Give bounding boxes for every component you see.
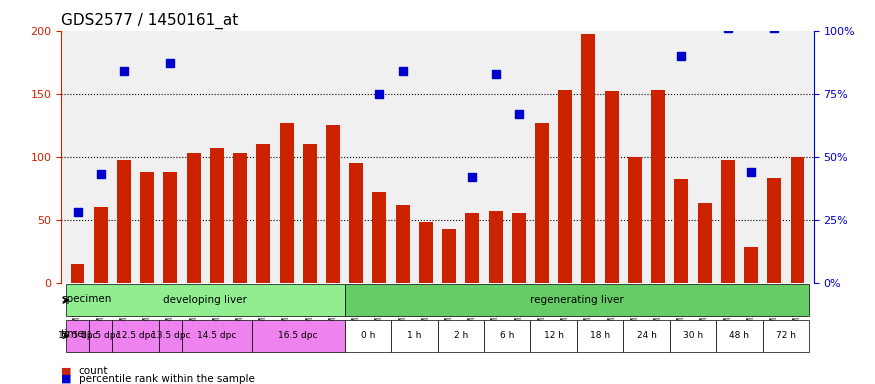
Bar xyxy=(280,123,293,283)
Bar xyxy=(582,35,595,283)
FancyBboxPatch shape xyxy=(438,320,484,351)
Bar xyxy=(466,214,480,283)
FancyBboxPatch shape xyxy=(89,320,112,351)
Bar xyxy=(605,91,619,283)
Point xyxy=(94,171,108,177)
Point xyxy=(373,91,387,97)
Bar xyxy=(373,192,387,283)
FancyBboxPatch shape xyxy=(345,320,391,351)
FancyBboxPatch shape xyxy=(484,320,530,351)
Point xyxy=(512,111,526,117)
FancyBboxPatch shape xyxy=(66,320,89,351)
FancyBboxPatch shape xyxy=(623,320,669,351)
Bar xyxy=(140,172,154,283)
Bar xyxy=(767,178,781,283)
Text: GDS2577 / 1450161_at: GDS2577 / 1450161_at xyxy=(61,13,239,29)
Text: 16.5 dpc: 16.5 dpc xyxy=(278,331,318,340)
FancyBboxPatch shape xyxy=(577,320,623,351)
Text: 10.5 dpc: 10.5 dpc xyxy=(58,331,97,340)
Bar xyxy=(396,205,410,283)
Text: 13.5 dpc: 13.5 dpc xyxy=(150,331,190,340)
Bar xyxy=(442,228,456,283)
Point xyxy=(164,60,178,66)
Point xyxy=(117,68,131,74)
Bar xyxy=(117,161,131,283)
Point xyxy=(186,13,200,19)
Point xyxy=(721,25,735,31)
Point xyxy=(419,18,433,24)
FancyBboxPatch shape xyxy=(66,285,345,316)
Text: 0 h: 0 h xyxy=(360,331,375,340)
Text: ■: ■ xyxy=(61,374,72,384)
Point xyxy=(326,2,340,8)
FancyBboxPatch shape xyxy=(112,320,158,351)
FancyBboxPatch shape xyxy=(345,285,809,316)
FancyBboxPatch shape xyxy=(530,320,577,351)
Bar xyxy=(675,179,689,283)
Text: percentile rank within the sample: percentile rank within the sample xyxy=(79,374,255,384)
Point xyxy=(488,71,502,77)
Point xyxy=(396,68,410,74)
Text: ■: ■ xyxy=(61,366,72,376)
Point xyxy=(466,174,480,180)
Text: 11.5 dpc: 11.5 dpc xyxy=(81,331,121,340)
Bar xyxy=(233,153,247,283)
Bar xyxy=(744,247,758,283)
Text: 14.5 dpc: 14.5 dpc xyxy=(197,331,236,340)
Bar xyxy=(651,90,665,283)
Point xyxy=(790,0,804,3)
Bar xyxy=(326,125,340,283)
Text: time: time xyxy=(61,329,85,339)
Point xyxy=(233,18,247,24)
Bar xyxy=(628,157,642,283)
FancyBboxPatch shape xyxy=(252,320,345,351)
FancyBboxPatch shape xyxy=(669,320,717,351)
Bar xyxy=(256,144,270,283)
Text: 6 h: 6 h xyxy=(500,331,514,340)
Point xyxy=(675,53,689,59)
Bar xyxy=(535,123,549,283)
Bar xyxy=(303,144,317,283)
Text: 12 h: 12 h xyxy=(543,331,564,340)
Bar xyxy=(488,211,502,283)
Bar xyxy=(210,148,224,283)
Point xyxy=(71,209,85,215)
FancyBboxPatch shape xyxy=(182,320,252,351)
Bar xyxy=(164,172,178,283)
Text: 24 h: 24 h xyxy=(637,331,656,340)
Point xyxy=(349,20,363,26)
Bar xyxy=(697,204,711,283)
Bar xyxy=(419,222,433,283)
Text: developing liver: developing liver xyxy=(164,295,247,305)
Bar xyxy=(558,90,572,283)
Bar xyxy=(721,161,735,283)
Bar xyxy=(186,153,200,283)
Bar xyxy=(790,157,804,283)
Bar xyxy=(94,207,108,283)
Text: 1 h: 1 h xyxy=(407,331,422,340)
Point xyxy=(767,25,781,31)
Point xyxy=(558,0,572,1)
FancyBboxPatch shape xyxy=(158,320,182,351)
Bar xyxy=(512,214,526,283)
Text: regenerating liver: regenerating liver xyxy=(530,295,624,305)
Text: 12.5 dpc: 12.5 dpc xyxy=(116,331,155,340)
Text: 72 h: 72 h xyxy=(776,331,796,340)
Text: count: count xyxy=(79,366,108,376)
Point xyxy=(744,169,758,175)
FancyBboxPatch shape xyxy=(391,320,438,351)
FancyBboxPatch shape xyxy=(717,320,763,351)
Text: 18 h: 18 h xyxy=(590,331,610,340)
Text: 48 h: 48 h xyxy=(730,331,749,340)
Bar xyxy=(349,163,363,283)
Text: specimen: specimen xyxy=(61,294,111,304)
FancyBboxPatch shape xyxy=(763,320,809,351)
Bar xyxy=(71,264,85,283)
Text: 30 h: 30 h xyxy=(682,331,703,340)
Text: 2 h: 2 h xyxy=(453,331,468,340)
